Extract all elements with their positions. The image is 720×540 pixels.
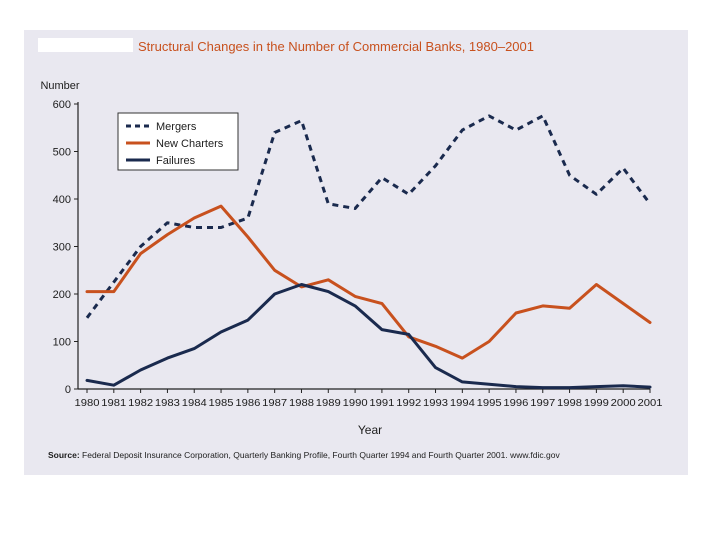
series-group	[85, 114, 652, 390]
x-tick-label: 1993	[423, 398, 448, 409]
title-mask	[38, 38, 133, 52]
source-note: Source: Federal Deposit Insurance Corpor…	[48, 450, 668, 460]
x-tick-label: 1984	[182, 398, 207, 409]
x-tick-label: 2001	[638, 398, 663, 409]
x-tick-label: 1986	[235, 398, 260, 409]
y-tick-label: 200	[53, 289, 71, 301]
x-tick-label: 1980	[75, 398, 100, 409]
legend-label: Failures	[156, 155, 196, 167]
source-label: Source:	[48, 450, 80, 460]
x-tick-label: 1985	[209, 398, 234, 409]
y-axis-title: Number	[40, 80, 79, 92]
x-axis-title: Year	[358, 423, 382, 437]
x-tick-label: 1989	[316, 398, 341, 409]
x-tick-label: 1994	[450, 398, 475, 409]
x-tick-label: 1999	[584, 398, 609, 409]
legend-label: Mergers	[156, 121, 197, 133]
y-tick-label: 500	[53, 147, 71, 159]
y-tick-label: 0	[65, 384, 71, 396]
y-ticks: 0 100 200 300 400 500 600	[53, 99, 78, 396]
x-tick-label: 1995	[477, 398, 502, 409]
x-tick-label: 1990	[343, 398, 368, 409]
x-tick-label: 1988	[289, 398, 314, 409]
y-tick-label: 400	[53, 194, 71, 206]
x-tick-label: 1983	[155, 398, 180, 409]
series-line-failures	[85, 283, 652, 390]
x-tick-label: 1997	[530, 398, 555, 409]
x-tick-label: 1987	[262, 398, 287, 409]
legend: Mergers New Charters Failures	[117, 112, 239, 171]
x-tick-label: 1991	[369, 398, 394, 409]
x-tick-label: 1982	[128, 398, 153, 409]
y-tick-label: 600	[53, 99, 71, 111]
y-tick-label: 100	[53, 337, 71, 349]
series-line-mergers	[85, 114, 652, 319]
source-text: Federal Deposit Insurance Corporation, Q…	[82, 450, 560, 460]
series-line-new-charters	[85, 204, 652, 360]
legend-label: New Charters	[156, 138, 224, 150]
x-tick-label: 1996	[503, 398, 528, 409]
x-ticks: 1980 1981 1982 1983 1984 1985 1986 1987 1988 1989…	[75, 389, 663, 409]
chart-title: Structural Changes in the Number of Comm…	[138, 39, 534, 54]
y-tick-label: 300	[53, 242, 71, 254]
x-tick-label: 1998	[557, 398, 582, 409]
x-tick-label: 2000	[611, 398, 636, 409]
x-tick-label: 1981	[101, 398, 126, 409]
x-tick-label: 1992	[396, 398, 421, 409]
